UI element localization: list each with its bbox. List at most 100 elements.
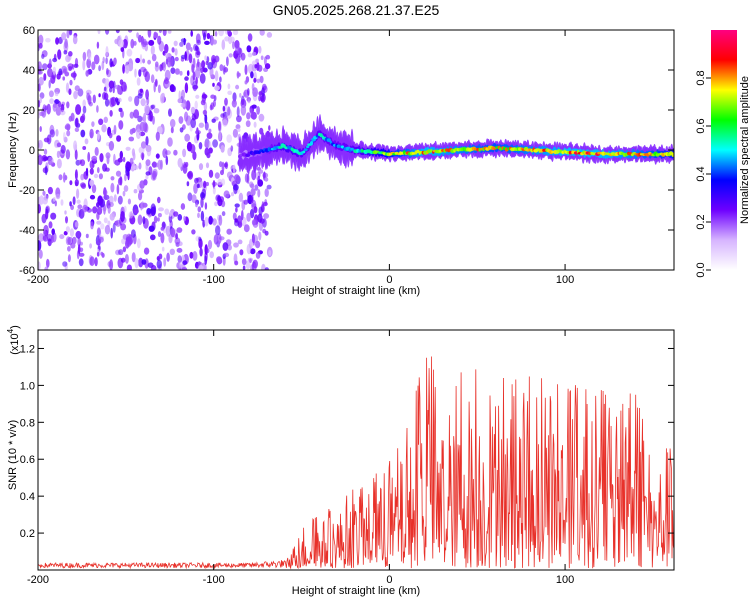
- snr-multiplier: (x104): [6, 325, 21, 355]
- noise-cell: [66, 130, 71, 137]
- noise-cell: [120, 257, 126, 263]
- noise-cell: [96, 220, 102, 225]
- snr-multiplier-close: ): [9, 325, 21, 329]
- noise-cell: [38, 249, 43, 259]
- noise-cell: [218, 121, 222, 132]
- noise-cell: [76, 250, 80, 260]
- noise-cell: [177, 214, 183, 221]
- noise-cell: [220, 113, 225, 118]
- colorbar-tick-label: 0.8: [695, 70, 707, 85]
- noise-cell: [224, 97, 228, 106]
- noise-cell: [67, 254, 71, 263]
- noise-cell: [215, 225, 221, 236]
- noise-cell: [226, 134, 232, 143]
- noise-cell: [212, 82, 215, 87]
- noise-cell: [151, 53, 157, 62]
- noise-cell: [65, 54, 71, 63]
- noise-cell: [249, 208, 255, 219]
- noise-cell: [169, 84, 175, 93]
- noise-cell: [105, 46, 109, 57]
- noise-cell: [89, 160, 95, 170]
- noise-cell: [143, 41, 149, 46]
- noise-cell: [148, 225, 155, 232]
- noise-cell: [161, 246, 165, 252]
- noise-cell: [232, 30, 239, 36]
- noise-cell: [109, 58, 113, 68]
- noise-cell: [97, 195, 103, 206]
- noise-cell: [268, 125, 271, 131]
- noise-cell: [265, 54, 271, 60]
- noise-cell: [222, 105, 226, 112]
- noise-cell: [212, 139, 219, 148]
- noise-cell: [110, 96, 117, 107]
- noise-cell: [85, 233, 89, 239]
- noise-cell: [70, 112, 75, 122]
- noise-cell: [236, 71, 240, 79]
- noise-cell: [179, 41, 184, 47]
- noise-cell: [43, 137, 50, 143]
- noise-cell: [247, 88, 250, 96]
- y-tick-label: -20: [19, 185, 35, 197]
- noise-cell: [52, 66, 57, 75]
- colorbar-tick-label: 0.0: [695, 262, 707, 277]
- x-tick-label: -200: [27, 574, 49, 586]
- noise-cell: [120, 211, 125, 222]
- noise-cell: [216, 256, 222, 264]
- noise-cell: [220, 178, 226, 186]
- noise-cell: [232, 128, 238, 138]
- noise-cell: [192, 151, 197, 161]
- noise-cell: [252, 51, 257, 56]
- noise-cell: [223, 190, 230, 198]
- noise-cell: [96, 227, 101, 236]
- track-core: [350, 147, 354, 151]
- noise-cell: [104, 86, 107, 92]
- noise-cell: [101, 60, 105, 71]
- noise-cell: [228, 53, 233, 58]
- noise-cell: [181, 267, 188, 270]
- noise-cell: [55, 193, 61, 200]
- noise-cell: [214, 31, 218, 37]
- noise-cell: [204, 55, 207, 61]
- noise-cell: [112, 222, 116, 233]
- noise-cell: [257, 188, 261, 198]
- noise-cell: [164, 52, 169, 58]
- noise-cell: [259, 169, 263, 174]
- noise-cell: [77, 204, 83, 210]
- y-tick-label: 0.2: [20, 528, 35, 540]
- noise-cell: [198, 122, 205, 128]
- noise-cell: [103, 217, 108, 224]
- noise-cell: [246, 45, 252, 53]
- noise-cell: [42, 190, 46, 196]
- noise-cell: [103, 116, 109, 124]
- noise-cell: [121, 238, 126, 245]
- noise-cell: [177, 255, 182, 263]
- noise-cell: [150, 172, 157, 181]
- noise-cell: [48, 160, 53, 166]
- noise-cell: [256, 106, 260, 115]
- noise-cell: [186, 70, 190, 77]
- noise-cell: [120, 223, 127, 231]
- noise-cell: [249, 248, 256, 255]
- noise-cell: [94, 257, 98, 267]
- noise-cell: [46, 103, 51, 115]
- x-tick-label: 100: [556, 274, 574, 286]
- noise-cell: [201, 60, 206, 69]
- noise-cell: [65, 149, 71, 160]
- noise-cell: [198, 163, 204, 171]
- noise-cell: [76, 188, 80, 199]
- noise-cell: [194, 100, 198, 110]
- noise-cell: [250, 188, 256, 196]
- noise-cell: [226, 228, 232, 235]
- noise-cell: [252, 219, 259, 228]
- noise-cell: [106, 155, 110, 165]
- noise-cell: [145, 136, 149, 146]
- noise-cell: [223, 252, 230, 258]
- noise-cell: [198, 264, 204, 270]
- noise-cell: [219, 236, 225, 241]
- noise-cell: [224, 161, 229, 170]
- noise-cell: [167, 30, 172, 34]
- noise-cell: [41, 213, 47, 224]
- noise-cell: [156, 217, 160, 222]
- noise-cell: [187, 192, 193, 202]
- noise-cell: [135, 57, 141, 64]
